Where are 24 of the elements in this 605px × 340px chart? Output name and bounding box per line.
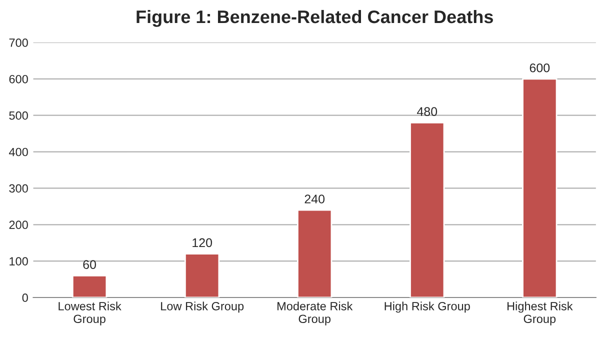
- bar: [410, 122, 445, 298]
- bar: [297, 209, 332, 298]
- x-tick-label: Moderate Risk Group: [278, 302, 353, 326]
- data-label: 480: [416, 107, 438, 116]
- data-label: 60: [83, 260, 96, 270]
- bar: [72, 274, 108, 298]
- chart-title: Figure 1: Benzene-Related Cancer Deaths: [136, 10, 493, 27]
- y-tick-label: 500: [9, 111, 28, 120]
- data-label: 600: [530, 63, 550, 72]
- data-label: 120: [192, 238, 212, 248]
- bar: [522, 78, 558, 298]
- y-tick-label: 300: [9, 184, 28, 193]
- y-tick-label: 600: [9, 74, 28, 84]
- x-tick-label: Highest Risk Group: [508, 302, 573, 326]
- y-tick-label: 400: [8, 148, 28, 156]
- y-tick-label: 0: [22, 294, 28, 302]
- y-tick-label: 700: [9, 38, 28, 47]
- x-tick-label: Low Risk Group: [161, 302, 244, 313]
- bar: [184, 253, 220, 298]
- y-tick-label: 200: [9, 220, 28, 230]
- x-tick-label: Lowest Risk Group: [58, 302, 122, 326]
- y-tick-label: 100: [10, 257, 28, 266]
- x-tick-label: High Risk Group: [384, 302, 470, 313]
- data-label: 240: [304, 194, 325, 204]
